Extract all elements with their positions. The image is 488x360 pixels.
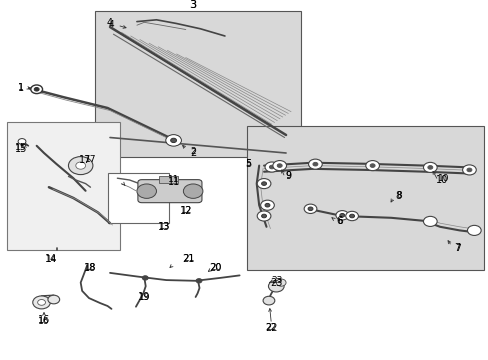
Circle shape bbox=[339, 213, 344, 217]
Text: 17: 17 bbox=[84, 154, 96, 163]
Text: 21: 21 bbox=[183, 254, 194, 263]
Circle shape bbox=[269, 165, 274, 169]
Circle shape bbox=[183, 184, 203, 198]
Circle shape bbox=[345, 211, 358, 221]
Circle shape bbox=[304, 204, 316, 213]
Bar bbox=[246, 126, 483, 270]
Text: 13: 13 bbox=[158, 222, 170, 231]
Circle shape bbox=[18, 139, 26, 144]
Text: 11: 11 bbox=[168, 175, 180, 184]
Circle shape bbox=[268, 280, 284, 292]
Text: 19: 19 bbox=[138, 292, 150, 302]
Circle shape bbox=[257, 211, 270, 221]
Bar bbox=[7, 122, 120, 250]
Circle shape bbox=[137, 184, 156, 198]
Text: 14: 14 bbox=[45, 256, 57, 264]
Text: 4: 4 bbox=[108, 20, 114, 29]
Text: 8: 8 bbox=[395, 191, 401, 200]
Circle shape bbox=[165, 135, 181, 146]
Circle shape bbox=[466, 168, 471, 172]
Circle shape bbox=[264, 203, 269, 207]
Text: 9: 9 bbox=[285, 171, 291, 181]
Text: 4: 4 bbox=[107, 18, 113, 28]
Text: 9: 9 bbox=[285, 171, 291, 180]
Circle shape bbox=[276, 279, 285, 286]
Circle shape bbox=[369, 164, 374, 167]
Text: 2: 2 bbox=[190, 148, 196, 158]
Text: 3: 3 bbox=[189, 0, 196, 10]
Text: 15: 15 bbox=[15, 143, 27, 152]
Circle shape bbox=[38, 300, 45, 305]
FancyBboxPatch shape bbox=[138, 180, 202, 203]
Circle shape bbox=[307, 207, 312, 211]
Text: 15: 15 bbox=[15, 144, 27, 154]
Circle shape bbox=[365, 161, 379, 171]
Text: 20: 20 bbox=[208, 263, 221, 273]
Text: 21: 21 bbox=[182, 254, 194, 264]
Circle shape bbox=[349, 214, 354, 218]
Circle shape bbox=[263, 296, 274, 305]
Circle shape bbox=[68, 157, 93, 175]
Text: 16: 16 bbox=[38, 317, 50, 325]
Circle shape bbox=[257, 179, 270, 189]
Text: 22: 22 bbox=[264, 323, 277, 333]
Text: 12: 12 bbox=[181, 206, 192, 215]
Text: 3: 3 bbox=[190, 0, 196, 10]
Text: 8: 8 bbox=[395, 191, 401, 201]
Text: 7: 7 bbox=[454, 244, 460, 253]
Text: 16: 16 bbox=[38, 315, 50, 325]
Circle shape bbox=[76, 162, 85, 169]
Circle shape bbox=[31, 85, 42, 94]
Circle shape bbox=[34, 87, 39, 91]
Circle shape bbox=[335, 211, 348, 220]
Bar bbox=[95, 11, 300, 157]
Text: 10: 10 bbox=[437, 174, 448, 183]
Text: 13: 13 bbox=[157, 222, 170, 232]
Circle shape bbox=[427, 166, 432, 169]
Circle shape bbox=[462, 165, 475, 175]
Circle shape bbox=[423, 216, 436, 226]
Circle shape bbox=[312, 162, 317, 166]
Circle shape bbox=[264, 162, 278, 172]
Circle shape bbox=[33, 296, 50, 309]
Text: 11: 11 bbox=[167, 177, 180, 187]
Text: 6: 6 bbox=[336, 216, 342, 226]
Text: 19: 19 bbox=[139, 293, 150, 302]
Text: 7: 7 bbox=[453, 243, 459, 253]
FancyBboxPatch shape bbox=[159, 176, 178, 183]
Text: 10: 10 bbox=[435, 175, 448, 185]
Circle shape bbox=[261, 182, 266, 185]
Circle shape bbox=[423, 162, 436, 172]
Circle shape bbox=[196, 279, 202, 283]
Text: 14: 14 bbox=[45, 254, 58, 264]
Text: 22: 22 bbox=[265, 323, 277, 332]
Circle shape bbox=[261, 214, 266, 218]
Text: 5: 5 bbox=[245, 158, 251, 167]
Circle shape bbox=[277, 164, 282, 167]
Circle shape bbox=[272, 161, 286, 171]
Text: 20: 20 bbox=[210, 263, 222, 271]
Text: 23: 23 bbox=[270, 276, 282, 285]
Text: 6: 6 bbox=[337, 217, 343, 226]
Text: 17: 17 bbox=[79, 155, 92, 165]
Circle shape bbox=[260, 200, 274, 210]
Text: 1: 1 bbox=[18, 83, 23, 92]
Circle shape bbox=[170, 138, 176, 143]
Text: 18: 18 bbox=[84, 263, 97, 273]
Text: 5: 5 bbox=[245, 159, 251, 169]
Circle shape bbox=[308, 159, 322, 169]
Circle shape bbox=[142, 276, 148, 280]
Text: 18: 18 bbox=[84, 263, 96, 271]
Text: 1: 1 bbox=[18, 83, 24, 93]
Text: 12: 12 bbox=[179, 206, 192, 216]
Text: 2: 2 bbox=[190, 148, 196, 156]
Text: 23: 23 bbox=[269, 278, 282, 288]
Circle shape bbox=[467, 225, 480, 235]
Bar bbox=[107, 173, 168, 223]
Circle shape bbox=[48, 295, 60, 304]
